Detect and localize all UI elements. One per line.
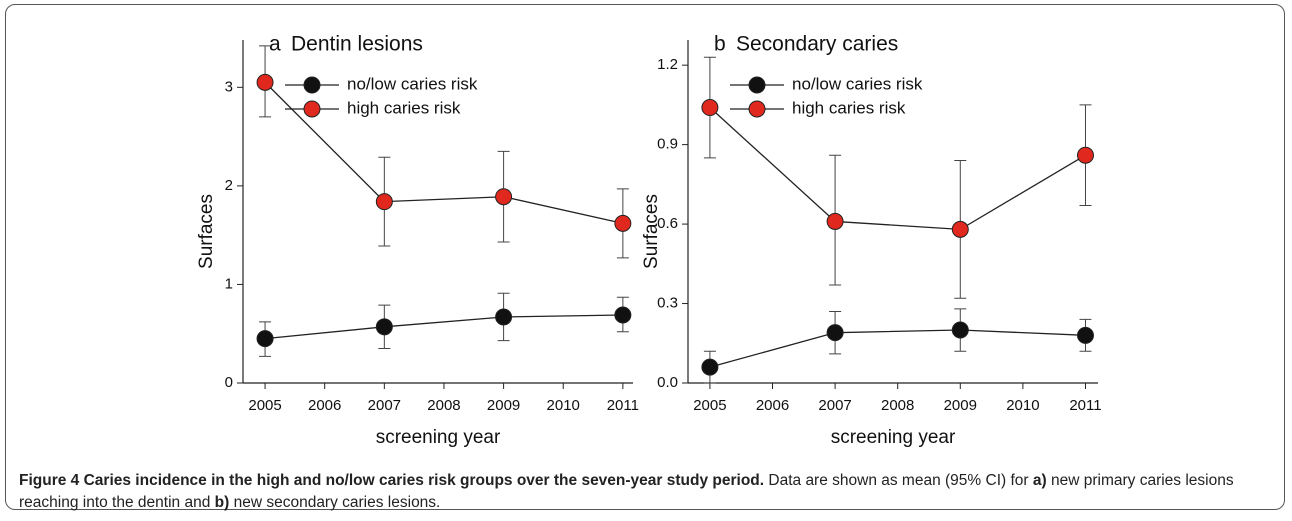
series-line [709, 107, 1086, 231]
x-tick-label: 2010 [547, 397, 580, 414]
panel-label: b [714, 33, 726, 56]
x-tick-label: 2008 [881, 397, 914, 414]
panel-title: Secondary caries [736, 33, 898, 56]
y-tick-label: 1 [225, 275, 233, 292]
marker [375, 318, 393, 336]
legend-marker [748, 100, 766, 118]
y-tick-label: 0.9 [657, 136, 678, 153]
x-axis-label: screening year [376, 427, 501, 448]
marker [701, 99, 719, 117]
marker [1076, 146, 1094, 164]
legend-label: no/low caries risk [792, 74, 923, 93]
y-axis-label: Surfaces [641, 194, 662, 269]
x-tick-label: 2007 [818, 397, 851, 414]
marker [951, 321, 969, 339]
x-tick-label: 2006 [308, 397, 341, 414]
caption-title: Figure 4 Caries incidence in the high an… [19, 472, 765, 489]
marker [614, 306, 632, 324]
legend-marker [303, 76, 321, 94]
y-tick-label: 0.3 [657, 295, 678, 312]
marker [826, 212, 844, 230]
y-tick-label: 3 [225, 78, 233, 95]
marker [1076, 326, 1094, 344]
caption-text: new primary caries lesions reaching into… [19, 472, 1234, 511]
legend-marker [748, 76, 766, 94]
caption-text: Data are shown as mean (95% CI) for [768, 472, 1029, 489]
legend-label: high caries risk [792, 98, 906, 117]
marker [256, 330, 274, 348]
legend-marker [303, 100, 321, 118]
x-axis-label: screening year [831, 427, 956, 448]
panel-label: a [269, 33, 281, 56]
marker [614, 214, 632, 232]
x-tick-label: 2010 [1006, 397, 1039, 414]
y-tick-label: 2 [225, 177, 233, 194]
x-tick-label: 2006 [756, 397, 789, 414]
marker [495, 308, 513, 326]
marker [375, 193, 393, 211]
series-line [264, 81, 624, 224]
series-line [709, 329, 1086, 368]
x-tick-label: 2005 [693, 397, 726, 414]
legend-label: no/low caries risk [347, 74, 478, 93]
panel-title: Dentin lesions [291, 33, 423, 56]
charts: 0 1 2 3 2005 2006 2007 2008 2009 2010 2011 screenin… [196, 33, 1102, 448]
marker [951, 220, 969, 238]
caption-text: new secondary caries lesions. [233, 494, 441, 511]
x-tick-label: 2007 [368, 397, 401, 414]
y-tick-label: 0.6 [657, 215, 678, 232]
marker [701, 358, 719, 376]
x-tick-label: 2009 [944, 397, 977, 414]
marker [495, 188, 513, 206]
x-tick-label: 2011 [1069, 397, 1101, 414]
figure-frame [5, 4, 1285, 510]
y-tick-label: 0.0 [657, 374, 678, 391]
caption: Figure 4 Caries incidence in the high an… [19, 470, 1274, 514]
x-tick-label: 2011 [607, 397, 639, 414]
y-tick-label: 0 [225, 374, 233, 391]
y-axis-label: Surfaces [196, 194, 217, 269]
marker [826, 324, 844, 342]
y-tick-label: 1.2 [657, 56, 678, 73]
marker [256, 73, 274, 91]
legend-label: high caries risk [347, 98, 461, 117]
caption-ref: a) [1032, 472, 1047, 489]
x-tick-label: 2005 [248, 397, 281, 414]
x-tick-label: 2008 [427, 397, 460, 414]
caption-ref: b) [214, 494, 230, 511]
series-line [264, 314, 623, 340]
x-tick-label: 2009 [487, 397, 520, 414]
